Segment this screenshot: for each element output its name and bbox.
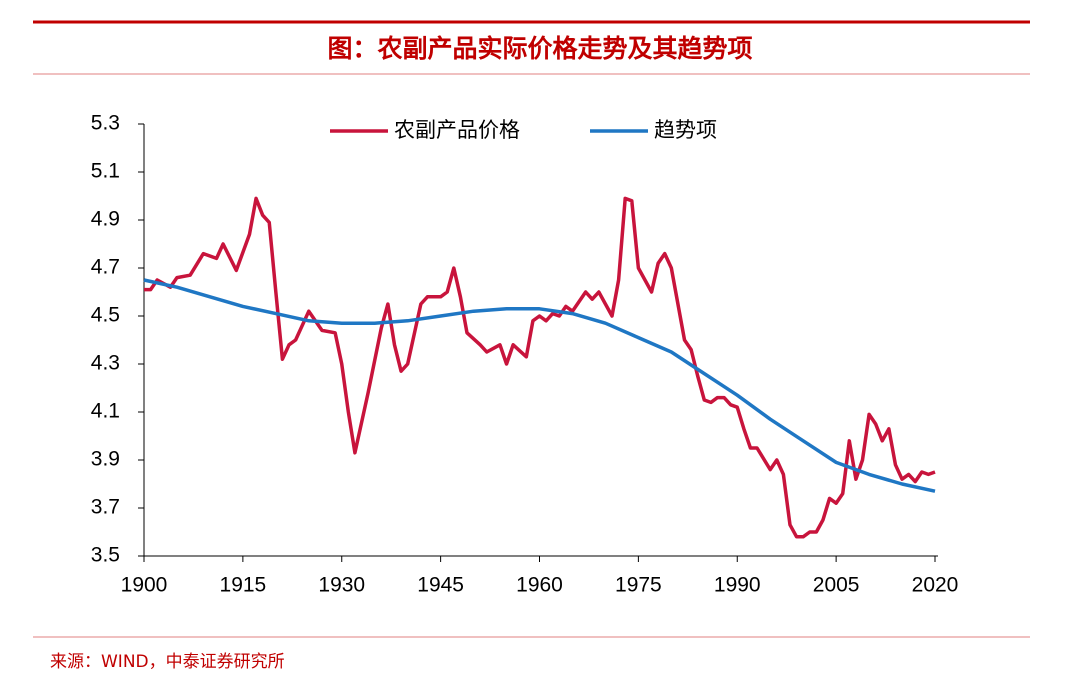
x-tick-label: 1990 [714,574,761,597]
y-tick-label: 3.7 [91,496,120,519]
series-line [143,278,936,493]
y-tick-label: 4.3 [91,352,120,375]
x-tick-label: 2020 [912,574,959,597]
y-tick-label: 4.1 [91,400,120,423]
x-tick-label: 1960 [516,574,563,597]
x-tick-label: 2005 [813,574,860,597]
y-tick-label: 5.1 [91,160,120,183]
x-tick-label: 1945 [417,574,464,597]
source: 来源：WIND，中泰证券研究所 [50,652,285,672]
y-tick-label: 4.5 [91,304,120,327]
legend-label: 趋势项 [654,118,717,142]
series-line [144,196,936,539]
legend-label: 农副产品价格 [394,118,520,142]
chart-title: 图：农副产品实际价格走势及其趋势项 [327,34,752,63]
y-tick-label: 5.3 [91,112,120,135]
y-tick-label: 3.5 [91,544,120,567]
x-tick-label: 1915 [220,574,267,597]
y-tick-label: 4.7 [91,256,120,279]
x-tick-label: 1930 [318,574,365,597]
y-tick-label: 4.9 [91,208,120,231]
y-tick-label: 3.9 [91,448,120,471]
x-tick-label: 1975 [615,574,662,597]
x-tick-label: 1900 [121,574,168,597]
